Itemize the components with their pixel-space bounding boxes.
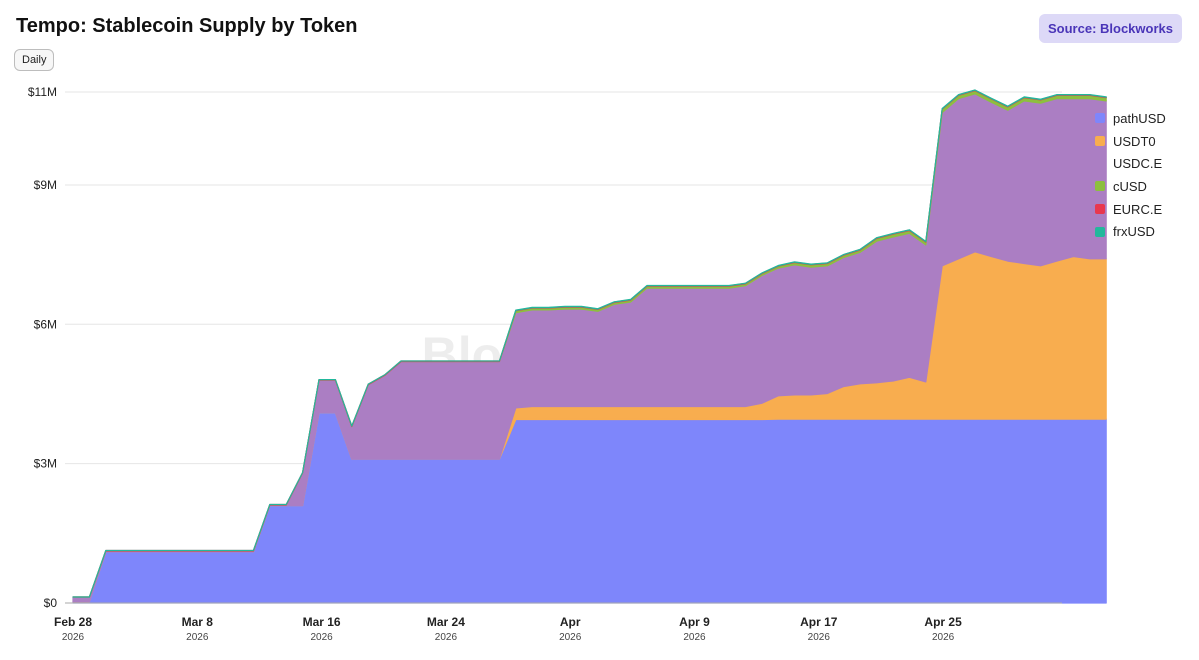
legend-item-eurc-e[interactable]: EURC.E bbox=[1095, 198, 1166, 221]
y-tick-label: $6M bbox=[34, 317, 57, 331]
legend-swatch bbox=[1095, 181, 1105, 192]
legend: pathUSD USDT0 USDC.E cUSD EURC.E frxUSD bbox=[1095, 107, 1166, 243]
y-tick-label: $0 bbox=[44, 596, 58, 610]
area-pathusd bbox=[72, 412, 1107, 604]
x-tick-label: Apr 25 bbox=[924, 615, 962, 629]
y-tick-label: $3M bbox=[34, 457, 57, 471]
x-tick-year: 2026 bbox=[683, 632, 706, 643]
legend-item-usdt0[interactable]: USDT0 bbox=[1095, 130, 1166, 153]
axes: $0 $3M $6M $9M $11M Feb 28 2026 Mar 8 2026 Mar 16… bbox=[28, 85, 1062, 643]
legend-label: frxUSD bbox=[1113, 224, 1155, 240]
x-tick-year: 2026 bbox=[808, 632, 831, 643]
source-badge[interactable]: Source: Blockworks bbox=[1039, 14, 1182, 43]
legend-item-cusd[interactable]: cUSD bbox=[1095, 175, 1166, 198]
daily-button[interactable]: Daily bbox=[14, 49, 55, 71]
legend-swatch bbox=[1095, 204, 1105, 215]
y-tick-label: $11M bbox=[28, 85, 57, 99]
legend-label: USDC.E bbox=[1113, 156, 1163, 172]
x-tick-label: Apr bbox=[560, 615, 581, 629]
legend-label: cUSD bbox=[1113, 178, 1147, 194]
legend-swatch bbox=[1095, 113, 1105, 124]
x-tick-label: Apr 9 bbox=[679, 615, 710, 629]
legend-item-pathusd[interactable]: pathUSD bbox=[1095, 107, 1166, 130]
legend-swatch bbox=[1095, 158, 1105, 169]
legend-label: EURC.E bbox=[1113, 201, 1163, 217]
x-tick-label: Apr 17 bbox=[800, 615, 838, 629]
x-tick-label: Mar 16 bbox=[303, 615, 341, 629]
legend-label: USDT0 bbox=[1113, 133, 1156, 149]
legend-item-usdc-e[interactable]: USDC.E bbox=[1095, 152, 1166, 175]
chart-title: Tempo: Stablecoin Supply by Token bbox=[16, 15, 358, 37]
area-frxusd bbox=[72, 89, 1107, 598]
x-tick-year: 2026 bbox=[559, 632, 582, 643]
legend-swatch bbox=[1095, 136, 1105, 147]
legend-item-frxusd[interactable]: frxUSD bbox=[1095, 220, 1166, 243]
legend-label: pathUSD bbox=[1113, 110, 1166, 126]
x-tick-label: Mar 24 bbox=[427, 615, 465, 629]
x-tick-year: 2026 bbox=[310, 632, 333, 643]
legend-swatch bbox=[1095, 226, 1105, 237]
x-tick-label: Mar 8 bbox=[182, 615, 214, 629]
x-tick-year: 2026 bbox=[62, 632, 85, 643]
x-tick-year: 2026 bbox=[435, 632, 458, 643]
x-tick-label: Feb 28 bbox=[54, 615, 92, 629]
x-tick-year: 2026 bbox=[932, 632, 955, 643]
y-tick-label: $9M bbox=[34, 178, 57, 192]
x-tick-year: 2026 bbox=[186, 632, 209, 643]
area-series bbox=[72, 89, 1107, 604]
